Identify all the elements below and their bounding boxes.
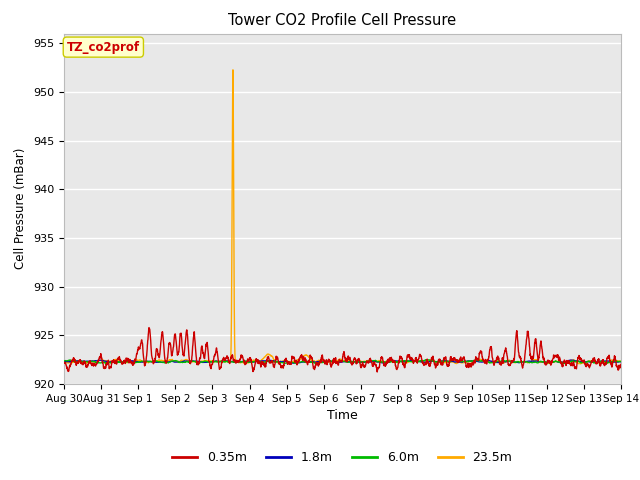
Title: Tower CO2 Profile Cell Pressure: Tower CO2 Profile Cell Pressure <box>228 13 456 28</box>
Text: TZ_co2prof: TZ_co2prof <box>67 41 140 54</box>
Legend: 0.35m, 1.8m, 6.0m, 23.5m: 0.35m, 1.8m, 6.0m, 23.5m <box>167 446 518 469</box>
Y-axis label: Cell Pressure (mBar): Cell Pressure (mBar) <box>15 148 28 269</box>
X-axis label: Time: Time <box>327 409 358 422</box>
